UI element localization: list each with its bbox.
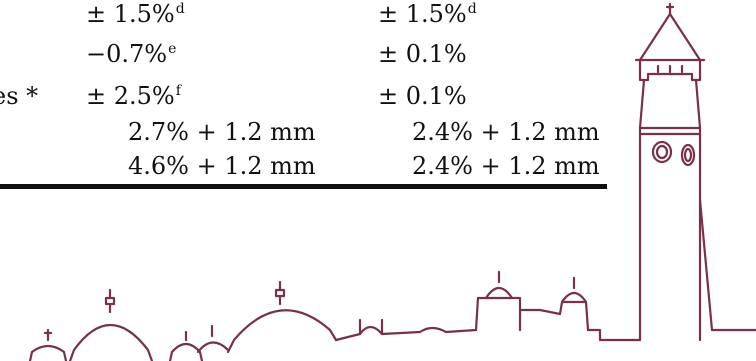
connecting-roof-a bbox=[334, 325, 478, 342]
row2-col1-value: −0.7%e bbox=[86, 40, 177, 68]
clock-tower-shaft bbox=[638, 78, 702, 342]
row4-col1-value: 2.7% + 1.2 mm bbox=[128, 118, 316, 146]
row5-col2-value: 2.4% + 1.2 mm bbox=[412, 152, 600, 180]
roof-tower-b bbox=[518, 276, 590, 332]
clock-face-left-icon bbox=[651, 140, 673, 164]
row3-col1-value: ± 2.5%f bbox=[86, 82, 181, 110]
roof-tower-a bbox=[474, 270, 522, 332]
row3-col2-value: ± 0.1% bbox=[378, 82, 467, 110]
small-dome-a bbox=[168, 330, 204, 361]
row2-col2-value: ± 0.1% bbox=[378, 40, 467, 68]
clock-tower-finial bbox=[665, 2, 675, 16]
clock-tower-upper-windows bbox=[656, 64, 684, 74]
row1-col2-value: ± 1.5%d bbox=[378, 0, 477, 28]
great-dome-right bbox=[226, 280, 338, 354]
left-dome bbox=[28, 328, 68, 361]
table-fragment: ± 1.5%d ± 1.5%d −0.7%e ± 0.1% es * ± 2.5… bbox=[0, 0, 620, 200]
great-dome-left bbox=[68, 288, 154, 361]
clock-face-right-icon bbox=[680, 143, 696, 167]
row5-col1-value: 4.6% + 1.2 mm bbox=[128, 152, 316, 180]
row3-label: es * bbox=[0, 82, 39, 110]
tower-right-slope bbox=[698, 198, 756, 332]
table-bottom-rule bbox=[0, 184, 607, 189]
row4-col2-value: 2.4% + 1.2 mm bbox=[412, 118, 600, 146]
clock-tower-parapet bbox=[634, 58, 706, 82]
clock-tower-band bbox=[638, 126, 702, 136]
ground-line bbox=[586, 328, 642, 342]
pinnacle-a bbox=[358, 318, 384, 336]
clock-tower-spire bbox=[638, 12, 702, 62]
row1-col1-value: ± 1.5%d bbox=[86, 0, 185, 28]
small-dome-b bbox=[196, 324, 230, 354]
